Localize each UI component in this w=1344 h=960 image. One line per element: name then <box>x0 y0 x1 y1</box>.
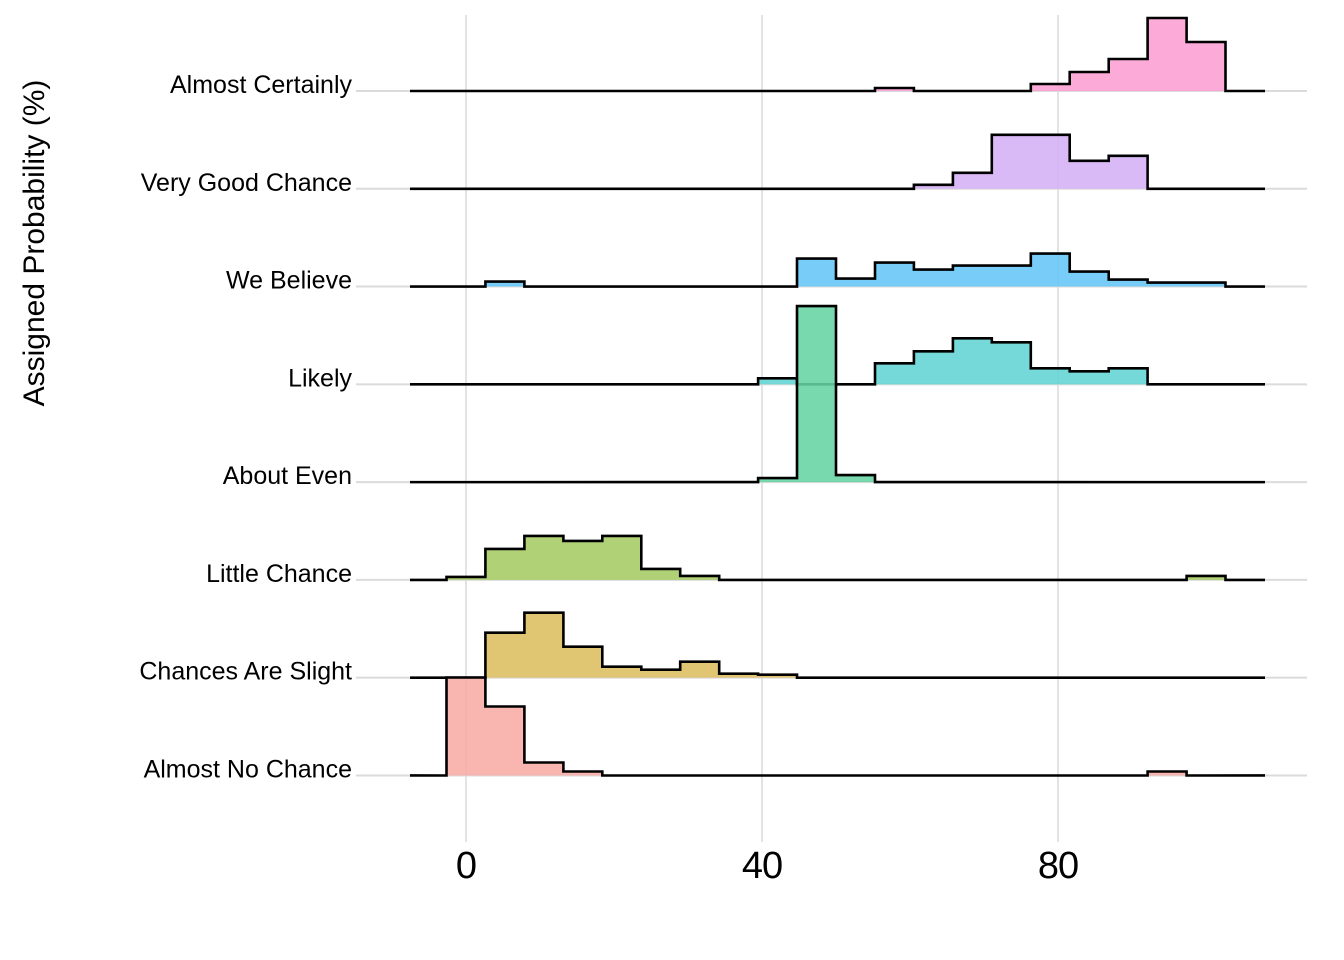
y-axis-title: Assigned Probability (%) <box>18 80 51 407</box>
x-tick-label-80: 80 <box>1038 845 1078 887</box>
y-axis-category-labels: Almost Certainly Very Good Chance We Belie… <box>139 71 352 783</box>
ridge-almost-no-chance <box>409 676 1266 777</box>
row-label-almost-no-chance: Almost No Chance <box>144 755 352 783</box>
ridge-almost-certainly <box>410 16 1265 93</box>
x-axis-tick-labels: 0 40 80 <box>456 845 1079 887</box>
x-gridlines <box>465 15 1059 842</box>
ridge-distributions <box>409 16 1266 777</box>
ridge-very-good-chance <box>409 133 1266 191</box>
row-label-likely: Likely <box>288 364 352 392</box>
row-label-chances-are-slight: Chances Are Slight <box>139 658 352 686</box>
x-tick-label-0: 0 <box>456 845 476 887</box>
ridge-we-believe <box>409 252 1265 288</box>
row-label-almost-certainly: Almost Certainly <box>170 71 352 99</box>
row-label-about-even: About Even <box>223 462 352 490</box>
x-tick-label-40: 40 <box>742 845 782 887</box>
row-label-we-believe: We Believe <box>226 267 352 295</box>
ridge-about-even <box>409 304 1266 484</box>
row-label-very-good-chance: Very Good Chance <box>141 169 352 197</box>
ridge-chances-are-slight <box>409 611 1266 680</box>
ridge-likely <box>409 337 1266 386</box>
row-label-little-chance: Little Chance <box>206 560 352 588</box>
ridge-little-chance <box>410 534 1265 582</box>
